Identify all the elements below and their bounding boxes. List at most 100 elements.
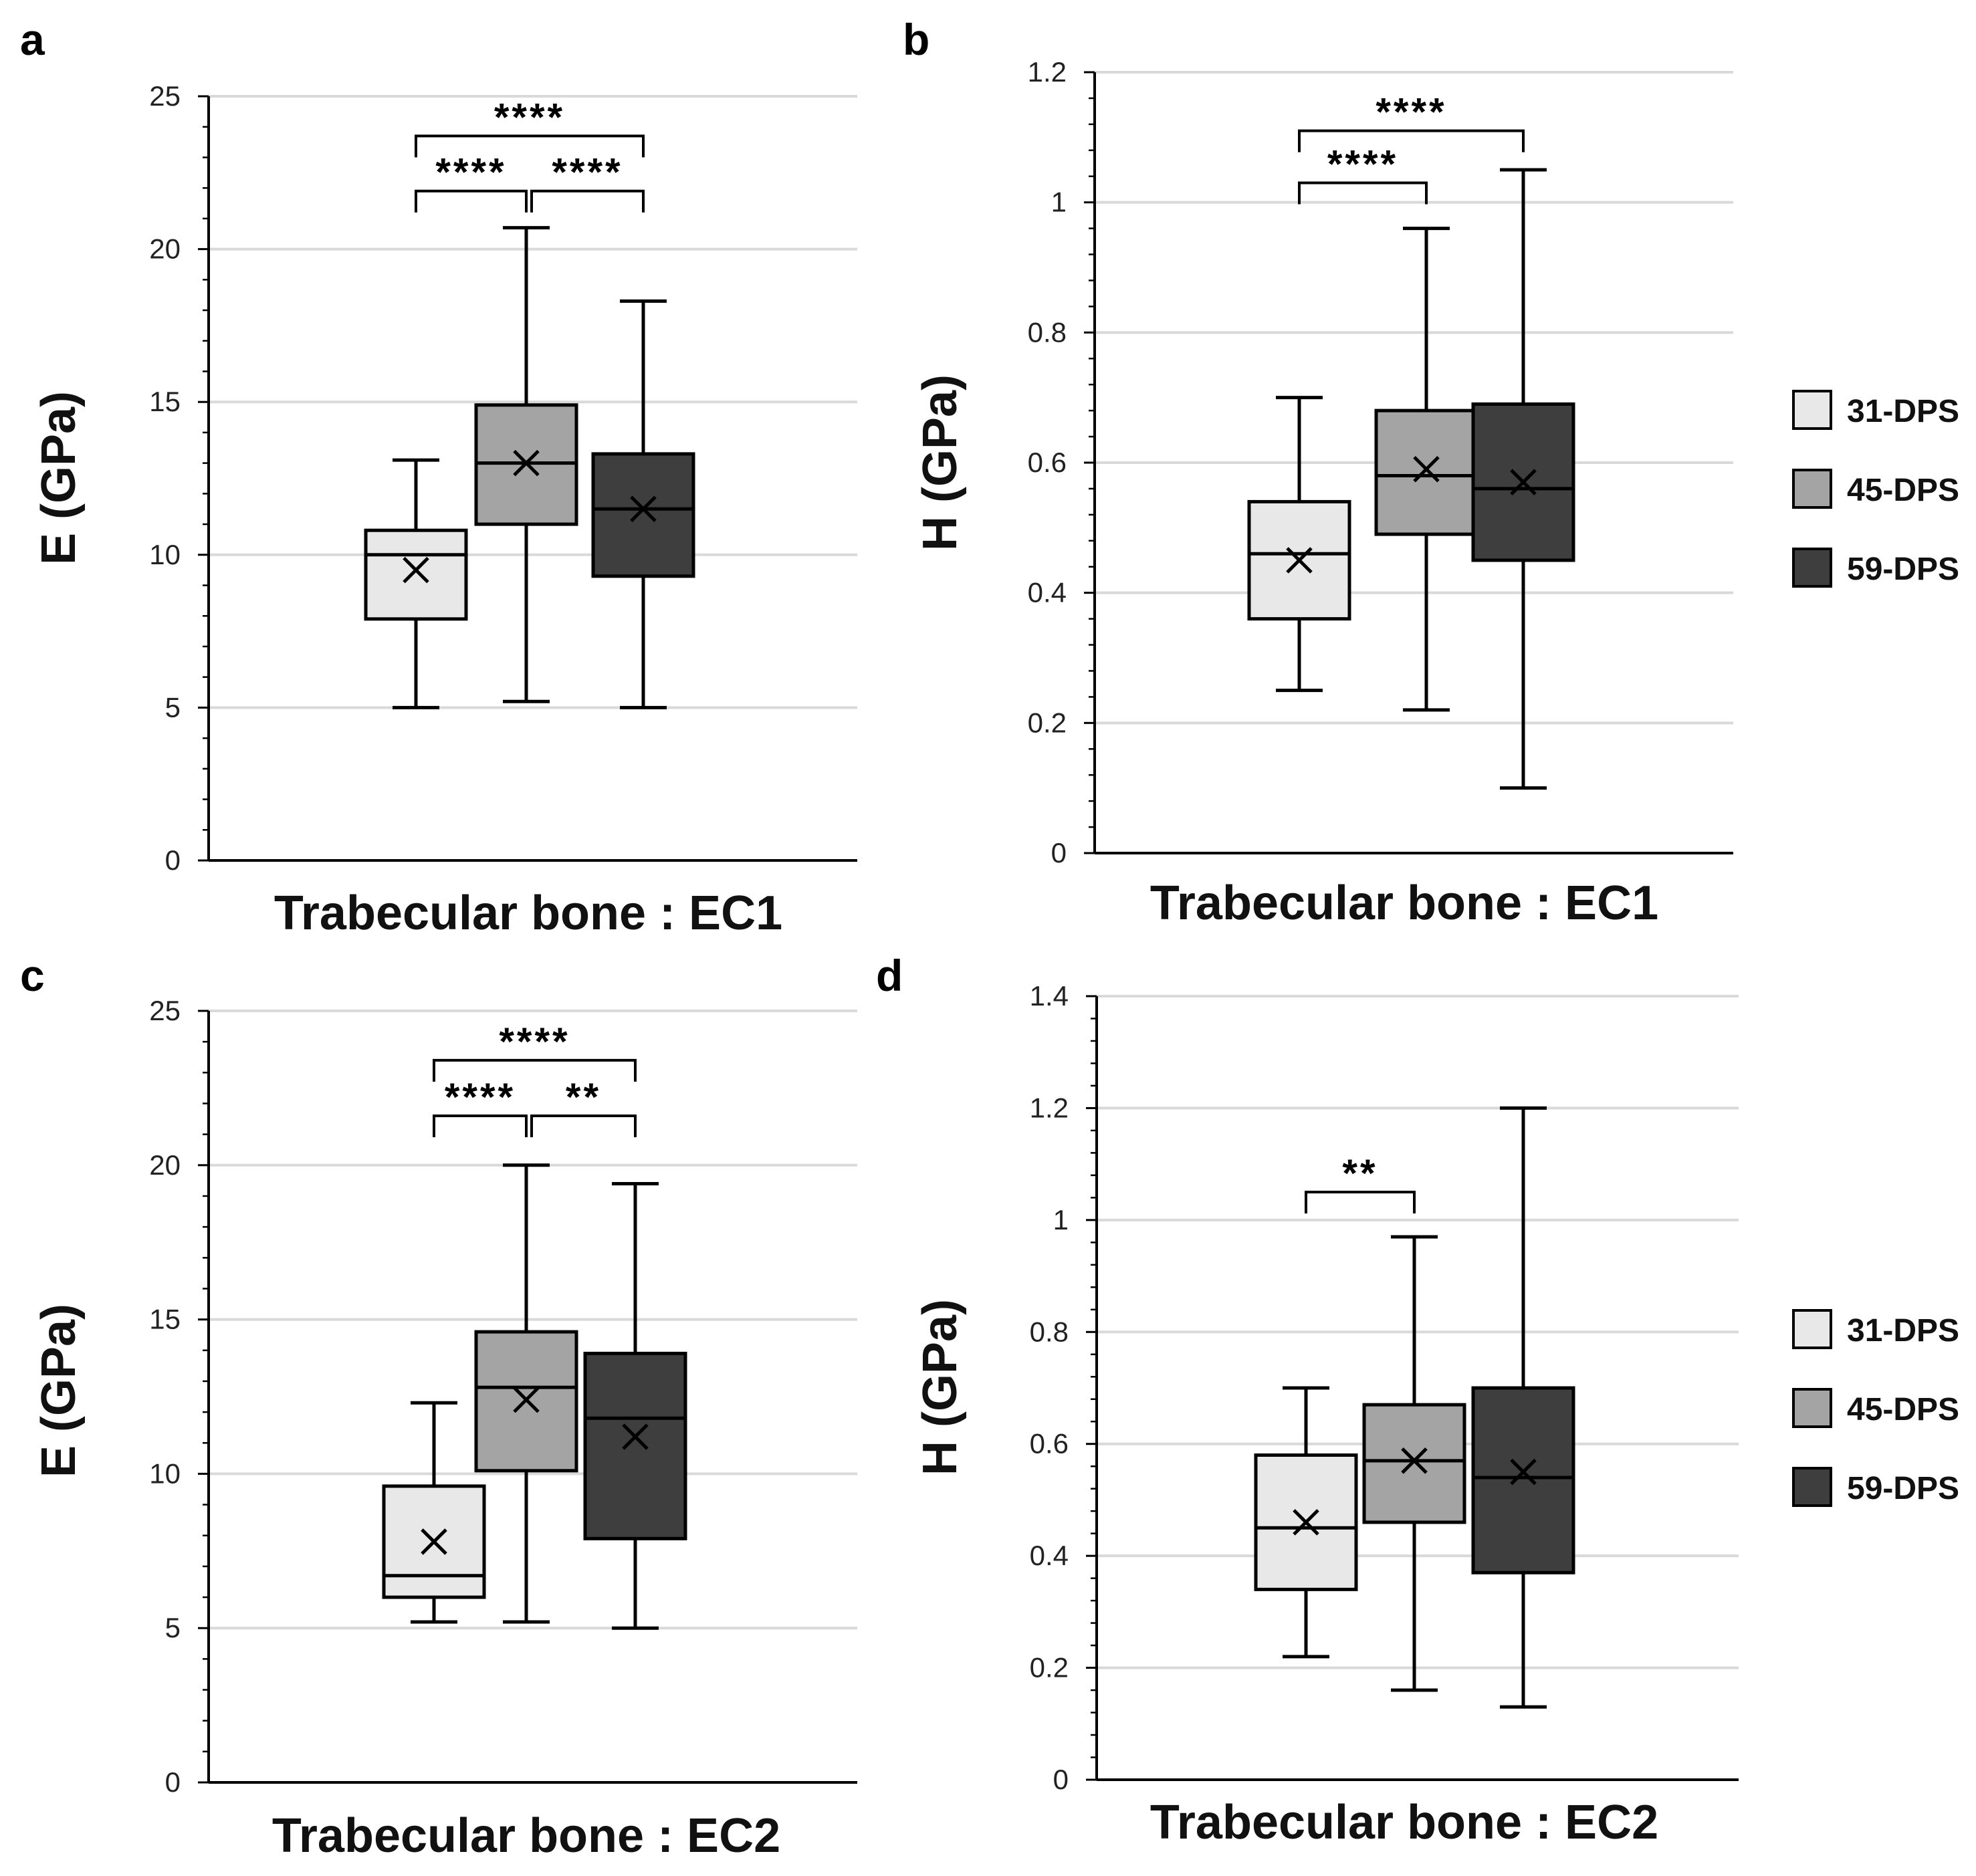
box-59-DPS — [1471, 168, 1575, 790]
significance-label: **** — [445, 1076, 516, 1119]
y-axis-label: E (GPa) — [32, 391, 86, 565]
significance-bracket: ** — [530, 1076, 637, 1137]
y-axis-label: H (GPa) — [913, 374, 967, 551]
bracket-line — [433, 1114, 528, 1137]
legend-label: 59-DPS — [1847, 1471, 1959, 1506]
legend-label: 31-DPS — [1847, 394, 1959, 429]
box-59-DPS — [591, 299, 695, 709]
panel-letter: b — [903, 15, 929, 64]
y-tick-label: 0 — [1053, 1764, 1069, 1795]
y-tick-label: 1.2 — [1030, 1092, 1069, 1123]
bracket-line — [1305, 1191, 1416, 1213]
y-axis-label: E (GPa) — [32, 1304, 86, 1478]
panel-a: a 0 5 10 15 20 25 Trabecular bone : EC1 E (GPa) *… — [20, 15, 857, 940]
y-tick-label: 1.4 — [1030, 980, 1069, 1012]
y-tick-label: 0 — [1051, 837, 1067, 868]
box-31-DPS — [364, 458, 468, 709]
box-body — [1471, 1386, 1575, 1574]
significance-label: **** — [1327, 142, 1398, 186]
significance-label: **** — [1376, 91, 1446, 134]
bracket-line — [530, 189, 645, 213]
box-59-DPS — [583, 1181, 687, 1630]
y-tick-label: 1.2 — [1028, 56, 1067, 88]
mean-marker — [1413, 455, 1440, 483]
mean-marker — [1293, 1509, 1319, 1536]
y-tick-label: 10 — [149, 539, 181, 570]
legend-swatch — [1792, 548, 1832, 588]
box-body — [583, 1351, 687, 1540]
significance-label: **** — [435, 151, 506, 195]
y-tick-label: 0.2 — [1028, 707, 1067, 738]
panel-letter: a — [20, 15, 45, 64]
legend-swatch — [1792, 1388, 1832, 1428]
significance-bracket: ** — [1305, 1152, 1416, 1213]
box-31-DPS — [382, 1401, 486, 1624]
legend-swatch — [1792, 469, 1832, 509]
panel-b: b 0 0.2 0.4 0.6 0.8 1 1.2 Trabecular bone : EC1 H… — [903, 15, 1959, 930]
panel-letter: c — [20, 951, 45, 1000]
box-body — [591, 452, 695, 578]
significance-label: **** — [499, 1020, 570, 1064]
x-axis-label: Trabecular bone : EC1 — [274, 887, 782, 940]
y-tick-label: 10 — [149, 1457, 181, 1489]
y-tick-label: 0.8 — [1028, 316, 1067, 348]
legend-label: 45-DPS — [1847, 1392, 1959, 1427]
y-axis-label: H (GPa) — [913, 1299, 967, 1476]
legend-label: 45-DPS — [1847, 473, 1959, 508]
y-tick-label: 0 — [165, 1766, 181, 1798]
legend-swatch — [1792, 1309, 1832, 1349]
mean-marker — [630, 495, 657, 522]
box-45-DPS — [474, 1163, 578, 1624]
significance-label: ** — [1342, 1152, 1378, 1195]
box-31-DPS — [1254, 1386, 1358, 1659]
mean-marker — [421, 1528, 447, 1555]
bracket-line — [433, 1058, 637, 1082]
box-body — [474, 1330, 578, 1473]
significance-bracket: **** — [1298, 142, 1428, 205]
bracket-line — [1298, 129, 1525, 152]
y-tick-label: 0 — [165, 844, 181, 876]
legend: 31-DPS 45-DPS 59-DPS — [1792, 390, 1959, 588]
y-tick-label: 5 — [165, 1612, 181, 1643]
legend-swatch — [1792, 390, 1832, 430]
significance-bracket: **** — [530, 151, 645, 213]
y-tick-label: 25 — [149, 80, 181, 112]
box-body — [1362, 1403, 1466, 1524]
mean-marker — [1510, 1458, 1537, 1486]
mean-marker — [513, 449, 540, 477]
box-45-DPS — [1374, 227, 1478, 712]
bracket-line — [415, 189, 528, 213]
significance-label: ** — [566, 1076, 601, 1119]
y-tick-label: 15 — [149, 1304, 181, 1335]
significance-bracket: **** — [415, 151, 528, 213]
bracket-line — [415, 134, 645, 158]
y-tick-label: 15 — [149, 386, 181, 417]
y-tick-label: 0.6 — [1030, 1428, 1069, 1459]
significance-bracket: **** — [433, 1076, 528, 1137]
box-31-DPS — [1247, 396, 1351, 693]
panel-c: c 0 5 10 15 20 25 Trabecular bone : EC2 E (GPa) *… — [20, 951, 857, 1863]
y-tick-label: 20 — [149, 233, 181, 265]
significance-label: **** — [494, 96, 565, 139]
mean-marker — [1286, 547, 1313, 574]
y-tick-label: 20 — [149, 1149, 181, 1181]
bracket-line — [1298, 181, 1428, 205]
bracket-line — [530, 1114, 637, 1137]
significance-bracket: **** — [1298, 91, 1525, 152]
box-59-DPS — [1471, 1106, 1575, 1709]
x-axis-label: Trabecular bone : EC2 — [272, 1809, 780, 1863]
box-body — [1374, 408, 1478, 536]
panel-d: d 0 0.2 0.4 0.6 0.8 1 1.2 1.4 Trabecular bone : E… — [876, 951, 1959, 1849]
y-tick-label: 5 — [165, 691, 181, 723]
significance-bracket: **** — [415, 96, 645, 158]
mean-marker — [1510, 469, 1537, 495]
y-tick-label: 0.6 — [1028, 447, 1067, 478]
box-45-DPS — [1362, 1235, 1466, 1692]
box-45-DPS — [474, 226, 578, 703]
x-axis-label: Trabecular bone : EC2 — [1150, 1796, 1658, 1849]
x-axis-label: Trabecular bone : EC1 — [1150, 876, 1658, 930]
significance-bracket: **** — [433, 1020, 637, 1082]
legend-swatch — [1792, 1467, 1832, 1507]
legend-label: 31-DPS — [1847, 1313, 1959, 1349]
legend-label: 59-DPS — [1847, 552, 1959, 587]
